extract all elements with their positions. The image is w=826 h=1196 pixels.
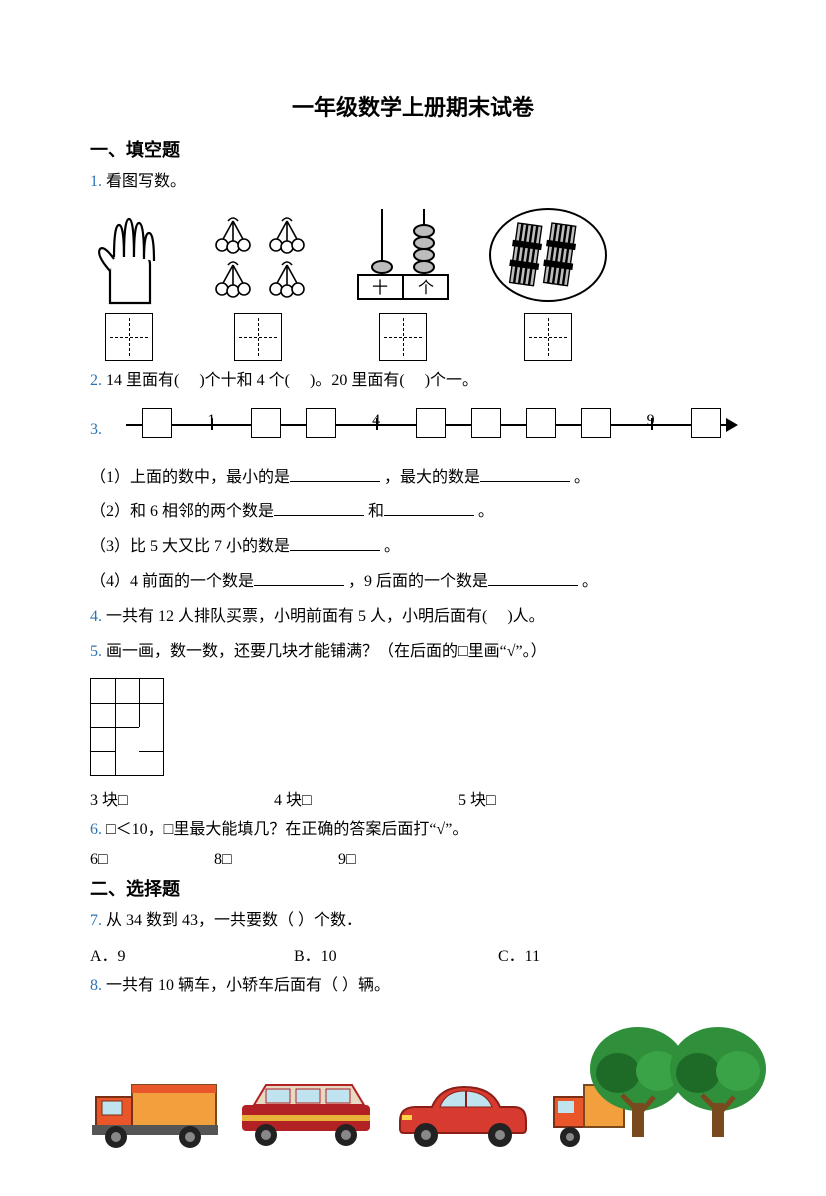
q5-opt-a[interactable]: 3 块□ [90,786,270,810]
page-title: 一年级数学上册期末试卷 [90,90,736,122]
q4-t0: 一共有 12 人排队买票，小明前面有 5 人，小明后面有( [106,608,487,625]
q5-options: 3 块□ 4 块□ 5 块□ [90,786,736,810]
blank[interactable] [488,570,578,586]
q3-row: 3. 1 4 9 [90,402,736,458]
q7-opt-b[interactable]: B．10 [294,942,494,966]
hand-icon [90,215,168,305]
q6-opt-b[interactable]: 8□ [214,851,334,869]
svg-text:十: 十 [372,279,388,297]
nline-label-9: 9 [647,412,655,430]
q2-t3: )个一。 [425,372,478,389]
arrow-icon [726,418,738,432]
nline-box-6[interactable] [471,408,501,438]
q8-text: 一共有 10 辆车，小轿车后面有（ ）辆。 [106,977,390,994]
q1-ansbox-1[interactable] [105,313,153,361]
truck-icon [90,1071,220,1156]
q7: 7. 从 34 数到 43，一共要数（ ）个数． [90,907,736,936]
q8: 8. 一共有 10 辆车，小轿车后面有（ ）辆。 [90,972,736,1001]
blank[interactable] [290,466,380,482]
q5: 5. 画一画，数一数，还要几块才能铺满？（在后面的□里画“√”。） [90,638,736,667]
q1-sticks-col [488,205,608,361]
q5-grid-icon [90,678,164,776]
car-icon [392,1075,532,1156]
nline-box-10[interactable] [691,408,721,438]
q5-text: 画一画，数一数，还要几块才能铺满？（在后面的□里画“√”。） [106,643,547,660]
svg-text:个: 个 [418,279,434,297]
blank[interactable] [384,500,474,516]
q7-num: 7. [90,912,102,929]
q8-vehicles [90,1021,736,1156]
q2-t2: )。20 里面有( [310,372,405,389]
nline-box-7[interactable] [526,408,556,438]
q7-options: A．9 B．10 C．11 [90,942,736,966]
q1-abacus-col: 十 个 [348,205,458,361]
q6-opt-a[interactable]: 6□ [90,851,210,869]
sticks-icon [488,205,608,305]
page: 一年级数学上册期末试卷 一、填空题 1. 看图写数。 [0,0,826,1196]
q1-ansbox-2[interactable] [234,313,282,361]
q7-opt-c[interactable]: C．11 [498,942,540,966]
q3-sub4: （4）4 前面的一个数是 ，9 后面的一个数是 。 [90,568,736,597]
q1-ansbox-3[interactable] [379,313,427,361]
q1: 1. 看图写数。 [90,168,736,197]
q8-num: 8. [90,977,102,994]
blank[interactable] [480,466,570,482]
q1-hand-col [90,215,168,361]
q6: 6. □＜10，□里最大能填几？在正确的答案后面打“√”。 [90,816,736,845]
q3-num: 3. [90,421,102,439]
q1-num: 1. [90,173,102,190]
q2: 2. 14 里面有( )个十和 4 个( )。20 里面有( )个一。 [90,367,736,396]
abacus-icon: 十 个 [348,205,458,305]
q6-opt-c[interactable]: 9□ [338,851,356,869]
q2-num: 2. [90,372,102,389]
truck-behind-trees-icon [548,1021,768,1156]
nline-label-4: 4 [372,412,380,430]
q3-sub3: （3）比 5 大又比 7 小的数是 。 [90,533,736,562]
nline-box-5[interactable] [416,408,446,438]
blank[interactable] [254,570,344,586]
q5-opt-c[interactable]: 5 块□ [458,786,496,810]
blank[interactable] [274,500,364,516]
q5-opt-b[interactable]: 4 块□ [274,786,454,810]
nline-box-8[interactable] [581,408,611,438]
q1-ansbox-4[interactable] [524,313,572,361]
q6-options: 6□ 8□ 9□ [90,851,736,869]
q6-text: □＜10，□里最大能填几？在正确的答案后面打“√”。 [106,821,468,838]
q3-sub2: （2）和 6 相邻的两个数是 和 。 [90,498,736,527]
q3-sub1: （1）上面的数中，最小的是 ，最大的数是 。 [90,464,736,493]
q4: 4. 一共有 12 人排队买票，小明前面有 5 人，小明后面有( )人。 [90,603,736,632]
nline-box-2[interactable] [251,408,281,438]
q1-text: 看图写数。 [106,173,186,190]
number-line: 1 4 9 [126,404,736,454]
nline-box-3[interactable] [306,408,336,438]
nline-label-1: 1 [207,412,215,430]
q7-text: 从 34 数到 43，一共要数（ ）个数． [106,912,362,929]
q4-t1: )人。 [507,608,544,625]
q7-opt-a[interactable]: A．9 [90,942,290,966]
q6-num: 6. [90,821,102,838]
van-icon [236,1071,376,1156]
q1-cherries-col [198,215,318,361]
section-1-heading: 一、填空题 [90,136,736,162]
q2-t1: )个十和 4 个( [199,372,290,389]
q2-t0: 14 里面有( [106,372,179,389]
nline-box-0[interactable] [142,408,172,438]
q1-images-row: 十 个 [90,205,736,361]
cherries-icon [198,215,318,305]
q5-num: 5. [90,643,102,660]
q4-num: 4. [90,608,102,625]
section-2-heading: 二、选择题 [90,875,736,901]
blank[interactable] [290,535,380,551]
